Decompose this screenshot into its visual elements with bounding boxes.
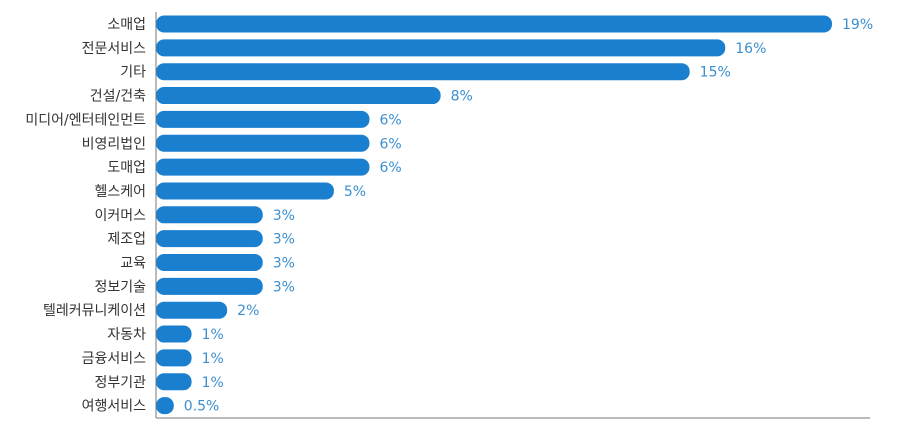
bar	[156, 87, 441, 105]
value-label: 0.5%	[184, 399, 220, 415]
category-label: 이커머스	[94, 208, 146, 224]
bar	[156, 325, 192, 343]
value-label: 3%	[273, 256, 295, 272]
bar	[156, 349, 192, 367]
category-label: 비영리법인	[82, 136, 146, 152]
category-label: 자동차	[107, 327, 146, 343]
category-label: 금융서비스	[82, 351, 147, 367]
bar	[156, 134, 370, 152]
category-label: 미디어/엔터테인먼트	[25, 112, 146, 128]
category-label: 텔레커뮤니케이션	[43, 303, 146, 319]
category-label: 도매업	[107, 160, 146, 176]
category-label: 교육	[120, 256, 146, 272]
value-label: 19%	[842, 17, 873, 33]
category-label: 건설/건축	[90, 89, 146, 105]
category-label: 정부기관	[94, 375, 146, 391]
bar	[156, 373, 192, 391]
bars-group: 소매업 19% 전문서비스 16% 기타 15% 건설/건축 8% 미디어/엔터테인먼트 6% 비영…	[25, 15, 873, 415]
value-label: 6%	[379, 112, 401, 128]
value-label: 3%	[273, 208, 295, 224]
value-label: 2%	[237, 303, 259, 319]
value-label: 16%	[735, 41, 766, 57]
category-label: 여행서비스	[82, 399, 147, 415]
value-label: 5%	[344, 184, 366, 200]
value-label: 3%	[273, 279, 295, 295]
bar	[156, 301, 228, 319]
value-label: 1%	[202, 375, 224, 391]
bar	[156, 110, 370, 128]
value-label: 15%	[700, 65, 731, 81]
bar	[156, 158, 370, 176]
bar	[156, 15, 832, 33]
bar	[156, 39, 726, 57]
category-label: 제조업	[107, 232, 146, 248]
value-label: 8%	[451, 89, 473, 105]
bar	[156, 254, 263, 271]
bar	[156, 397, 174, 415]
bar	[156, 206, 263, 224]
category-label: 전문서비스	[82, 41, 147, 57]
category-label: 기타	[120, 65, 146, 81]
value-label: 6%	[379, 136, 401, 152]
value-label: 6%	[379, 160, 401, 176]
value-label: 3%	[273, 232, 295, 248]
bar	[156, 182, 334, 200]
value-label: 1%	[202, 351, 224, 367]
bar	[156, 63, 690, 81]
category-label: 소매업	[107, 17, 146, 33]
category-label: 헬스케어	[94, 184, 146, 200]
category-label: 정보기술	[94, 279, 146, 295]
bar	[156, 230, 263, 248]
value-label: 1%	[202, 327, 224, 343]
bar	[156, 277, 263, 295]
